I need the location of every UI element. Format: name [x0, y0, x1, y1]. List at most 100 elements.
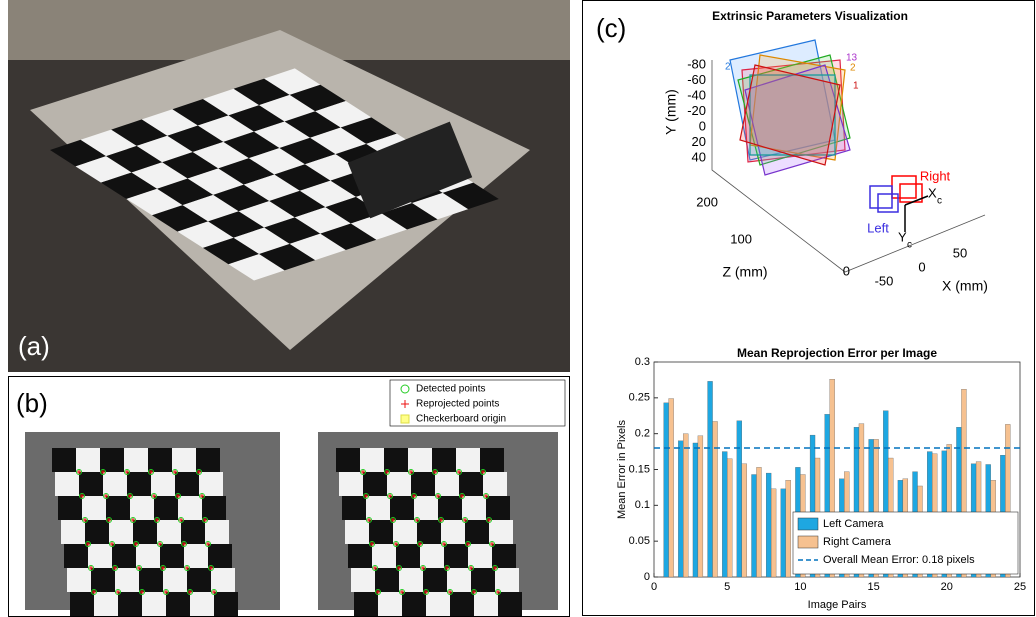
square	[459, 472, 483, 496]
bar	[766, 473, 771, 577]
bar-chart: Mean Reprojection Error per Image 0 0.05 0.…	[616, 346, 1026, 611]
bar	[756, 467, 761, 577]
square	[178, 496, 202, 520]
square	[82, 496, 106, 520]
square	[426, 592, 450, 616]
x-tick-label: 5	[724, 581, 730, 593]
camera-label: Right	[920, 168, 951, 183]
square	[402, 592, 426, 616]
panel-label: (b)	[16, 388, 48, 418]
square	[390, 496, 414, 520]
y-axis-label: Mean Error in Pixels	[616, 419, 628, 519]
square	[109, 520, 133, 544]
square	[345, 520, 369, 544]
square	[369, 520, 393, 544]
page: {"panel_a": {"label": "(a)"}, "panel_b":…	[0, 0, 1036, 617]
square	[142, 592, 166, 616]
camera-axis-label: Y	[898, 229, 907, 244]
square	[438, 496, 462, 520]
bar	[669, 399, 674, 577]
x-tick-label: 0	[918, 259, 925, 274]
x-axis-label: X (mm)	[942, 278, 988, 294]
square	[91, 568, 115, 592]
x-tick-label: 10	[794, 581, 806, 593]
square	[214, 592, 238, 616]
z-tick-label: 200	[696, 194, 718, 209]
square	[190, 592, 214, 616]
legend-symbol	[401, 415, 409, 423]
square	[202, 496, 226, 520]
camera-axis-subscript: c	[907, 240, 912, 251]
square	[489, 520, 513, 544]
square	[378, 592, 402, 616]
x-tick-label: 50	[953, 245, 967, 260]
square	[444, 544, 468, 568]
square	[106, 496, 130, 520]
square	[348, 544, 372, 568]
bar	[727, 459, 732, 577]
x-tick-label: 25	[1014, 581, 1026, 593]
y-tick-label: 0.15	[629, 463, 650, 475]
square	[363, 472, 387, 496]
legend-swatch	[798, 536, 818, 548]
square	[130, 496, 154, 520]
legend: Detected points Reprojected points Checker…	[390, 380, 565, 426]
square	[342, 496, 366, 520]
square	[136, 544, 160, 568]
x-tick-label: 0	[651, 581, 657, 593]
z-axis-label: Z (mm)	[722, 264, 767, 280]
square	[384, 448, 408, 472]
square	[124, 448, 148, 472]
legend-label: Reprojected points	[416, 399, 499, 410]
square	[88, 544, 112, 568]
square	[372, 544, 396, 568]
z-tick-label: 0	[843, 263, 850, 278]
square	[199, 472, 223, 496]
square	[336, 448, 360, 472]
square	[76, 448, 100, 472]
square	[354, 592, 378, 616]
square	[118, 592, 142, 616]
square	[85, 520, 109, 544]
square	[157, 520, 181, 544]
square	[465, 520, 489, 544]
square	[435, 472, 459, 496]
square	[148, 448, 172, 472]
bar	[752, 475, 757, 577]
square	[184, 544, 208, 568]
panel-label: (a)	[18, 331, 50, 361]
square	[100, 448, 124, 472]
camera-label: Left	[867, 220, 889, 235]
square	[468, 544, 492, 568]
camera-axis-subscript: c	[937, 196, 942, 207]
square	[181, 520, 205, 544]
bar	[771, 489, 776, 577]
legend-label: Detected points	[416, 384, 486, 395]
x-tick-label: 15	[867, 581, 879, 593]
square	[94, 592, 118, 616]
frame-label: 2	[850, 63, 856, 74]
square	[127, 472, 151, 496]
square	[411, 472, 435, 496]
square	[211, 568, 235, 592]
figure: (a) (b) Detected points Reprojected point…	[0, 0, 1036, 617]
bar	[683, 434, 688, 577]
bar	[786, 480, 791, 577]
chart-title: Mean Reprojection Error per Image	[737, 346, 937, 360]
square	[366, 496, 390, 520]
bar	[698, 436, 703, 577]
legend-label: Checkerboard origin	[416, 414, 506, 425]
square	[208, 544, 232, 568]
square	[471, 568, 495, 592]
square	[474, 592, 498, 616]
square	[52, 448, 76, 472]
z-tick-label: 100	[730, 231, 752, 246]
square	[393, 520, 417, 544]
square	[187, 568, 211, 592]
square	[351, 568, 375, 592]
square	[450, 592, 474, 616]
y-tick-label: 0.05	[629, 535, 650, 547]
y-tick-label: 0.1	[635, 499, 650, 511]
chart-title: Extrinsic Parameters Visualization	[712, 9, 908, 23]
y-tick-label: 40	[692, 149, 706, 164]
